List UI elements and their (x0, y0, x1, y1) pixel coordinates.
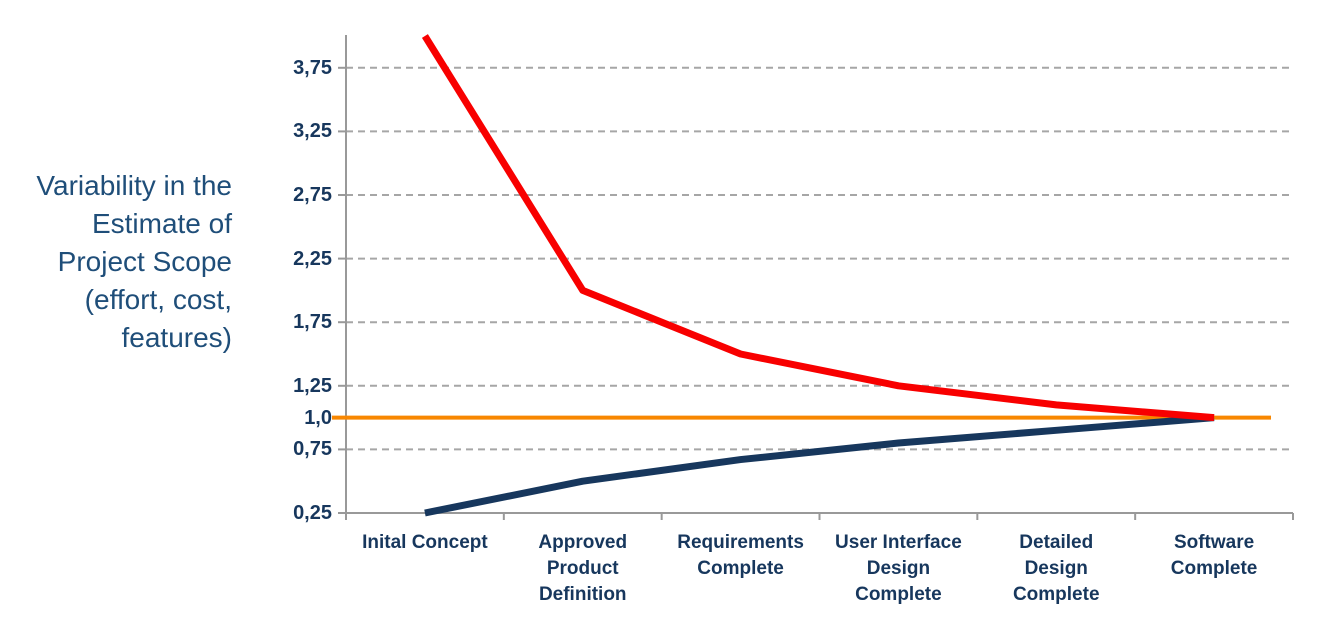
y-axis-title: Variability in the Estimate of Project S… (36, 170, 232, 353)
upper-estimate-line (421, 34, 1215, 422)
lower-estimate-line (424, 414, 1215, 517)
